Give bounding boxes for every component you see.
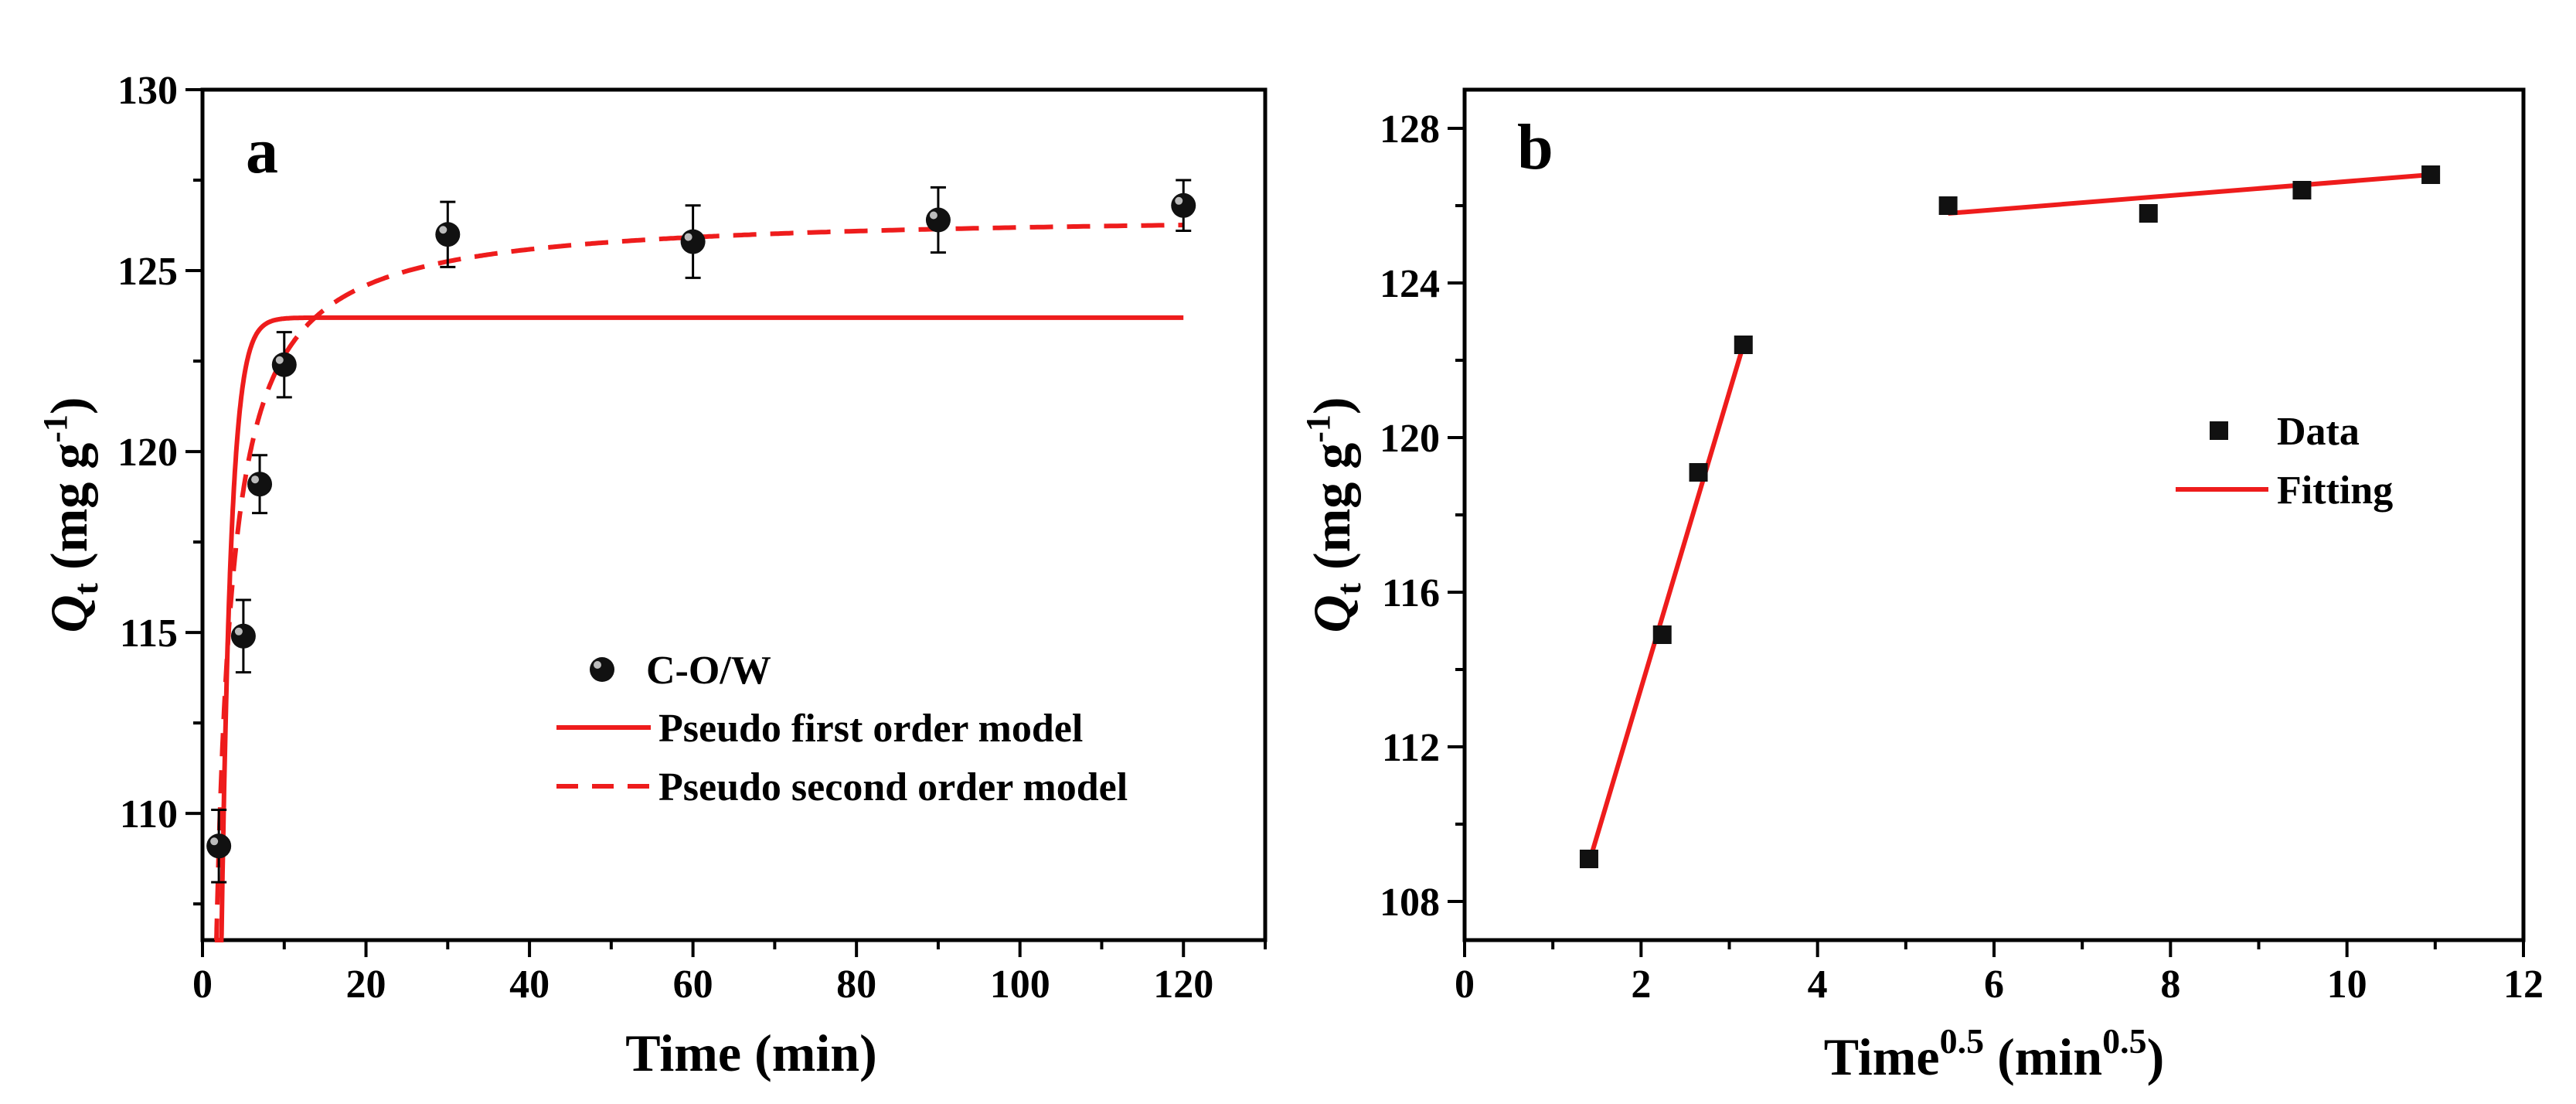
panel-a-y-axis-title: Qt (mg g-1) <box>36 397 105 632</box>
data-point <box>247 472 273 497</box>
panel-b-x-axis-close: ) <box>2147 1027 2165 1086</box>
panel-b-y-tick-label: 112 <box>1382 726 1440 770</box>
legend-data-label: Data <box>2277 410 2360 454</box>
panel-a-y-axis-sub: t <box>66 582 105 595</box>
panel-b-tick-labels: 0 2 4 6 8 10 12 108 112 116 120 124 128 <box>1380 107 2544 1007</box>
legend-pfo-label: Pseudo first order model <box>658 707 1083 751</box>
panel-b-y-tick-label: 116 <box>1382 571 1440 615</box>
data-point <box>925 207 951 233</box>
data-point-highlight <box>684 233 692 241</box>
panel-a-points <box>206 179 1196 884</box>
panel-b-curves <box>1587 172 2431 864</box>
panel-b-y-axis-sub: t <box>1329 582 1368 595</box>
panel-a-x-tick-label: 0 <box>192 963 213 1007</box>
panel-b-y-tick-label: 120 <box>1380 417 1440 461</box>
panel-a-x-tick-label: 20 <box>346 963 386 1007</box>
panel-a-tick-labels: 0 20 40 60 80 100 120 110 115 120 125 130 <box>117 69 1213 1007</box>
data-point-highlight <box>439 226 447 234</box>
panel-b-y-axis-sup: -1 <box>1299 414 1337 443</box>
panel-b-x-tick-label: 2 <box>1631 963 1651 1007</box>
panel-a-frame <box>200 87 1268 942</box>
data-point <box>1938 196 1958 215</box>
panel-b-x-axis-sup: 0.5 <box>1940 1021 1985 1061</box>
panel-a-y-tick-label: 115 <box>120 612 178 656</box>
data-point-highlight <box>1175 196 1183 205</box>
panel-b-y-tick-label: 128 <box>1380 107 1440 152</box>
panel-b-x-tick-label: 12 <box>2503 963 2544 1007</box>
panel-b-x-axis-unit-sup: 0.5 <box>2102 1021 2147 1061</box>
fitting-line <box>1587 344 1746 864</box>
data-point <box>435 222 461 247</box>
panel-b-x-axis-unit: (min <box>1984 1027 2102 1086</box>
panel-b-x-axis-base: Time <box>1824 1027 1940 1086</box>
data-point <box>1171 193 1196 218</box>
panel-a-y-tick-label: 110 <box>120 792 178 837</box>
panel-a-y-axis-unit: (mg g <box>39 443 98 583</box>
data-point-highlight <box>251 475 260 484</box>
panel-b-x-tick-label: 4 <box>1808 963 1828 1007</box>
data-point <box>1734 336 1753 354</box>
panel-b-letter: b <box>1517 111 1553 183</box>
panel-b-x-tick-label: 6 <box>1984 963 2004 1007</box>
fitting-line <box>1948 172 2431 216</box>
data-point <box>2139 204 2158 223</box>
data-point-highlight <box>275 356 284 364</box>
panel-a-x-tick-label: 80 <box>836 963 876 1007</box>
panel-b-frame <box>1462 87 2526 942</box>
panel-a-y-tick-label: 130 <box>117 69 178 113</box>
panel-a-y-axis-close: ) <box>39 397 98 414</box>
data-point-highlight <box>210 837 219 846</box>
legend-fitting-label: Fitting <box>2277 469 2393 513</box>
panel-a-x-tick-label: 120 <box>1153 963 1213 1007</box>
panel-a-curves <box>214 223 1184 942</box>
legend-c-o-w-marker <box>590 657 614 682</box>
panel-b-points <box>1579 165 2441 868</box>
panel-a-y-axis-q: Q <box>39 595 98 632</box>
panel-a-letter: a <box>246 115 278 187</box>
panel-b-ticks <box>1448 127 2525 957</box>
data-point <box>680 229 706 254</box>
data-point <box>2421 165 2441 184</box>
panel-a-y-tick-label: 120 <box>117 431 178 475</box>
panel-a-x-tick-label: 100 <box>990 963 1050 1007</box>
data-point <box>230 623 256 649</box>
panel-b-y-axis-unit: (mg g <box>1302 443 1361 583</box>
panel-b-x-tick-label: 10 <box>2327 963 2367 1007</box>
panel-b-x-axis-title: Time0.5 (min0.5) <box>1824 1021 2165 1086</box>
data-point <box>271 352 297 377</box>
panel-a-ticks <box>185 88 1267 957</box>
data-point <box>1579 850 1598 868</box>
legend-data-marker <box>2210 421 2228 440</box>
data-point <box>206 833 232 859</box>
panel-a-legend: C-O/W Pseudo first order model Pseudo se… <box>556 649 1128 809</box>
panel-b-y-axis-q: Q <box>1302 595 1361 632</box>
panel-b-x-tick-label: 0 <box>1455 963 1475 1007</box>
panel-b-y-axis-close: ) <box>1302 397 1361 414</box>
panel-a-x-axis-title: Time (min) <box>625 1024 877 1082</box>
panel-a-x-tick-label: 40 <box>509 963 550 1007</box>
legend-c-o-w-label: C-O/W <box>646 649 771 693</box>
panel-b-y-tick-label: 108 <box>1380 881 1440 925</box>
data-point <box>2292 181 2312 199</box>
panel-b-legend: Data Fitting <box>2176 410 2393 513</box>
pseudo-second-order-curve <box>214 223 1184 942</box>
panel-a-y-axis-sup: -1 <box>36 414 74 443</box>
panel-b-y-axis-title: Qt (mg g-1) <box>1299 397 1368 632</box>
panel-a-x-tick-label: 60 <box>673 963 713 1007</box>
data-point <box>1652 625 1672 644</box>
panel-a: 0 20 40 60 80 100 120 110 115 120 125 130 a Time (m… <box>36 69 1268 1082</box>
legend-pso-label: Pseudo second order model <box>658 765 1128 809</box>
panel-b-y-tick-label: 124 <box>1380 262 1440 306</box>
panel-b-x-tick-label: 8 <box>2160 963 2180 1007</box>
pseudo-first-order-curve <box>214 315 1184 942</box>
panel-a-y-tick-label: 125 <box>117 250 178 294</box>
data-point <box>1689 463 1708 482</box>
data-point-highlight <box>234 627 243 635</box>
data-point-highlight <box>929 211 938 220</box>
